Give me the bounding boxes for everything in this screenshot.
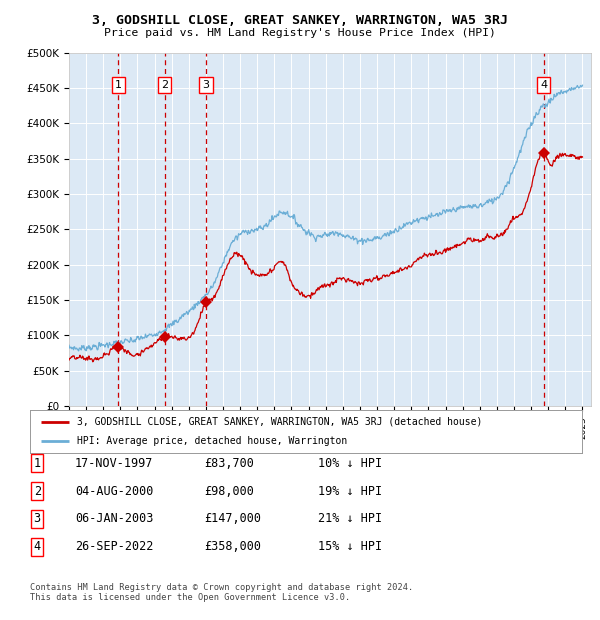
Text: 04-AUG-2000: 04-AUG-2000 [75,485,154,497]
Text: 15% ↓ HPI: 15% ↓ HPI [318,541,382,553]
Text: 2: 2 [161,80,168,91]
Text: 1: 1 [34,457,41,469]
Text: Contains HM Land Registry data © Crown copyright and database right 2024.
This d: Contains HM Land Registry data © Crown c… [30,583,413,602]
Text: 3: 3 [34,513,41,525]
Text: 4: 4 [34,541,41,553]
Text: £98,000: £98,000 [204,485,254,497]
Text: £358,000: £358,000 [204,541,261,553]
Text: £147,000: £147,000 [204,513,261,525]
Text: 3: 3 [203,80,209,91]
Text: 10% ↓ HPI: 10% ↓ HPI [318,457,382,469]
Text: 17-NOV-1997: 17-NOV-1997 [75,457,154,469]
Text: 3, GODSHILL CLOSE, GREAT SANKEY, WARRINGTON, WA5 3RJ: 3, GODSHILL CLOSE, GREAT SANKEY, WARRING… [92,14,508,27]
Text: 4: 4 [540,80,547,91]
Text: 3, GODSHILL CLOSE, GREAT SANKEY, WARRINGTON, WA5 3RJ (detached house): 3, GODSHILL CLOSE, GREAT SANKEY, WARRING… [77,417,482,427]
Text: 1: 1 [115,80,122,91]
Text: 2: 2 [34,485,41,497]
Text: £83,700: £83,700 [204,457,254,469]
Text: 06-JAN-2003: 06-JAN-2003 [75,513,154,525]
Text: 19% ↓ HPI: 19% ↓ HPI [318,485,382,497]
Text: 21% ↓ HPI: 21% ↓ HPI [318,513,382,525]
Text: Price paid vs. HM Land Registry's House Price Index (HPI): Price paid vs. HM Land Registry's House … [104,28,496,38]
Text: HPI: Average price, detached house, Warrington: HPI: Average price, detached house, Warr… [77,436,347,446]
Text: 26-SEP-2022: 26-SEP-2022 [75,541,154,553]
